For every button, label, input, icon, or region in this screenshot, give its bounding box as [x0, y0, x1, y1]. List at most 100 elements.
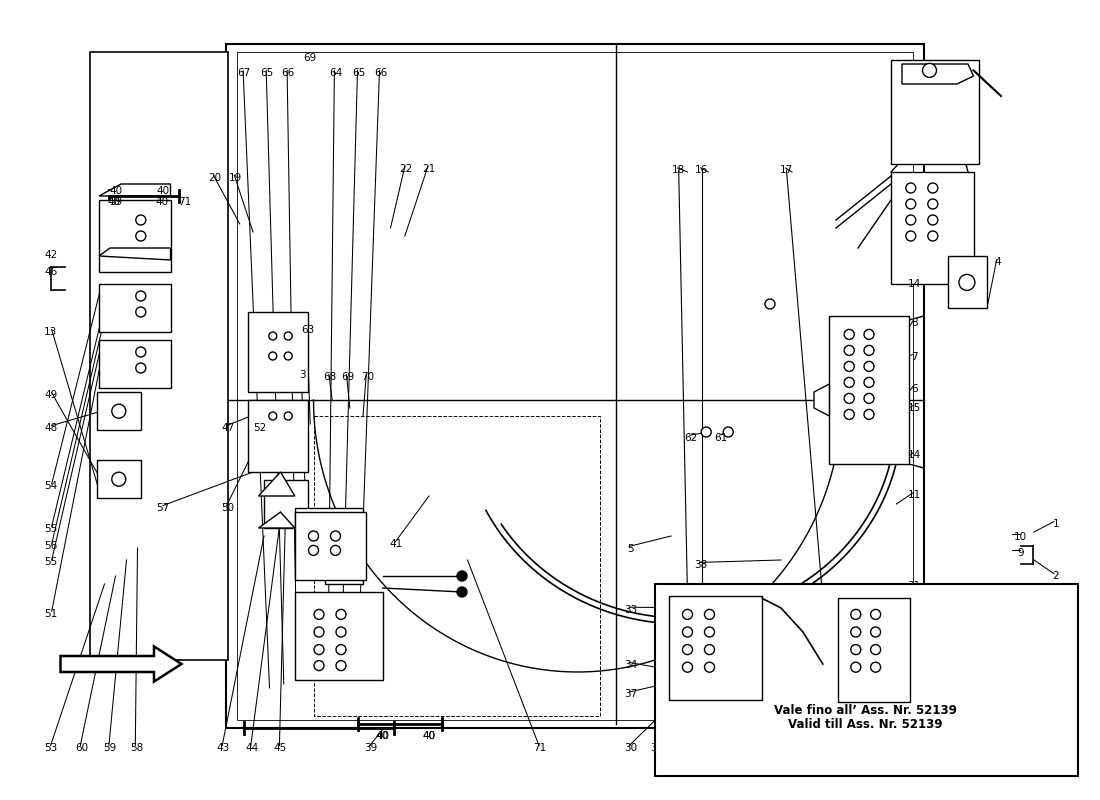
- Text: 13: 13: [44, 327, 57, 337]
- Polygon shape: [258, 472, 295, 496]
- Polygon shape: [258, 512, 295, 528]
- Circle shape: [308, 531, 319, 541]
- Circle shape: [704, 662, 715, 672]
- Text: 36: 36: [650, 743, 663, 753]
- Text: 19: 19: [229, 173, 242, 182]
- Text: 60: 60: [75, 743, 88, 753]
- Text: 17: 17: [780, 166, 793, 175]
- Text: 23: 23: [903, 743, 916, 753]
- Text: 11: 11: [908, 490, 921, 500]
- Text: 62: 62: [684, 433, 697, 442]
- Circle shape: [927, 183, 938, 193]
- Text: 61: 61: [714, 433, 727, 442]
- Text: 24: 24: [944, 743, 957, 753]
- Circle shape: [135, 363, 146, 373]
- Text: 52: 52: [253, 423, 266, 433]
- Text: 57: 57: [156, 503, 169, 513]
- Circle shape: [923, 63, 936, 78]
- Circle shape: [682, 610, 693, 619]
- Polygon shape: [902, 64, 974, 84]
- Bar: [838, 598, 910, 702]
- Circle shape: [135, 231, 146, 241]
- Circle shape: [905, 199, 916, 209]
- Text: 14: 14: [908, 279, 921, 289]
- Circle shape: [864, 410, 874, 419]
- Bar: [891, 172, 974, 284]
- Text: 38: 38: [694, 560, 707, 570]
- Text: 44: 44: [245, 743, 258, 753]
- Text: 69: 69: [341, 372, 354, 382]
- Text: 31: 31: [908, 581, 921, 590]
- Text: 64: 64: [329, 68, 342, 78]
- Text: 55: 55: [44, 558, 57, 567]
- Text: 29: 29: [908, 649, 921, 658]
- Text: 12: 12: [908, 614, 921, 623]
- Text: 68: 68: [323, 372, 337, 382]
- Polygon shape: [814, 384, 829, 416]
- Bar: [99, 340, 170, 388]
- Text: 6: 6: [911, 384, 917, 394]
- Circle shape: [330, 531, 341, 541]
- Text: 18: 18: [672, 166, 685, 175]
- Circle shape: [864, 394, 874, 403]
- Circle shape: [112, 404, 125, 418]
- Text: 47: 47: [221, 423, 234, 433]
- Circle shape: [844, 378, 855, 387]
- Text: eurospares: eurospares: [89, 421, 461, 571]
- Text: 67: 67: [238, 68, 251, 78]
- Circle shape: [456, 571, 468, 581]
- Bar: [295, 592, 383, 680]
- Circle shape: [844, 394, 855, 403]
- Text: 9: 9: [1018, 548, 1024, 558]
- Circle shape: [844, 410, 855, 419]
- Circle shape: [336, 610, 346, 619]
- Text: 53: 53: [44, 743, 57, 753]
- Bar: [264, 480, 308, 528]
- Circle shape: [870, 645, 881, 654]
- Text: 48: 48: [44, 423, 57, 433]
- Text: Valid till Ass. Nr. 52139: Valid till Ass. Nr. 52139: [789, 718, 943, 731]
- Text: 14: 14: [908, 450, 921, 460]
- Text: 32: 32: [706, 603, 719, 613]
- Circle shape: [682, 627, 693, 637]
- Circle shape: [870, 610, 881, 619]
- Circle shape: [135, 347, 146, 357]
- Text: 65: 65: [352, 68, 365, 78]
- Circle shape: [905, 215, 916, 225]
- Circle shape: [905, 231, 916, 241]
- Circle shape: [927, 215, 938, 225]
- Text: 21: 21: [422, 164, 436, 174]
- Text: 40: 40: [156, 186, 169, 196]
- Circle shape: [314, 627, 324, 637]
- Bar: [236, 52, 913, 720]
- Text: 8: 8: [911, 318, 917, 328]
- Bar: [248, 400, 308, 472]
- Bar: [891, 60, 979, 164]
- Circle shape: [701, 427, 712, 437]
- Text: 33: 33: [624, 605, 637, 614]
- Bar: [669, 596, 762, 700]
- Text: 55: 55: [44, 524, 57, 534]
- Bar: [97, 460, 141, 498]
- Circle shape: [927, 199, 938, 209]
- Text: 20: 20: [208, 173, 221, 182]
- Text: 42: 42: [44, 250, 57, 260]
- Bar: [97, 392, 141, 430]
- Text: 40: 40: [155, 198, 168, 207]
- Text: 40: 40: [108, 198, 121, 207]
- Polygon shape: [99, 248, 170, 260]
- Circle shape: [704, 610, 715, 619]
- Circle shape: [268, 332, 277, 340]
- Text: 40: 40: [422, 731, 436, 741]
- Bar: [829, 316, 909, 464]
- Text: 40: 40: [109, 186, 122, 196]
- Text: 27: 27: [908, 690, 921, 699]
- Circle shape: [704, 627, 715, 637]
- Text: 49: 49: [44, 390, 57, 400]
- Text: 40: 40: [376, 731, 389, 741]
- Text: 71: 71: [178, 198, 191, 207]
- Polygon shape: [60, 646, 182, 682]
- Circle shape: [682, 662, 693, 672]
- Text: 65: 65: [261, 68, 274, 78]
- Text: 70: 70: [361, 372, 374, 382]
